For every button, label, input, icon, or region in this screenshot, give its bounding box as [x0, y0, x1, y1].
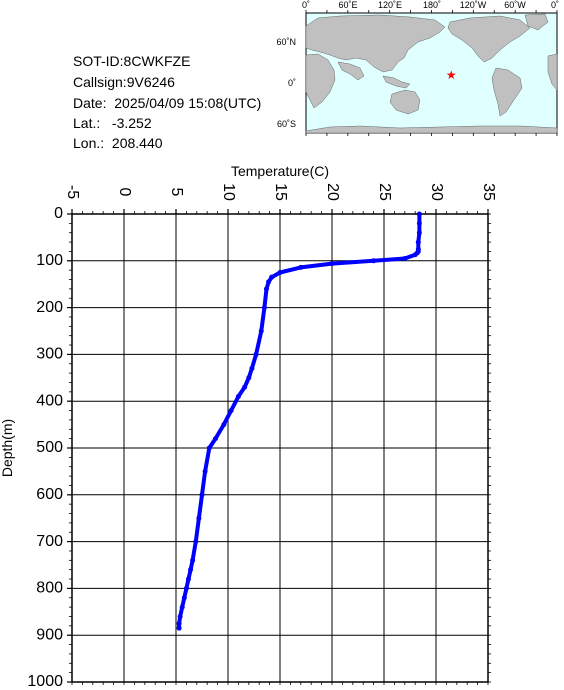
land-africa: [305, 53, 336, 109]
y-tick-label: 400: [36, 392, 63, 409]
y-axis-title: Depth(m): [0, 419, 15, 477]
y-tick-label: 200: [36, 299, 63, 316]
profile-point: [228, 408, 234, 414]
profile-point: [235, 394, 241, 400]
profile-point: [177, 613, 183, 619]
profile-point: [221, 422, 227, 428]
y-tick-label: 800: [36, 580, 63, 597]
map-lon-label: 0˚: [551, 0, 559, 10]
land-africa-east: [547, 53, 558, 91]
map-lon-label: 120˚W: [460, 0, 487, 10]
map-lat-label: 60˚N: [276, 37, 296, 47]
land-indonesia: [382, 75, 411, 89]
x-tick-label: 30: [428, 183, 445, 201]
profile-point: [199, 492, 205, 498]
y-tick-label: 700: [36, 533, 63, 550]
profile-line: [177, 212, 422, 631]
x-tick-label: 5: [168, 188, 185, 197]
location-star-marker: ★: [446, 68, 457, 82]
date-label: Date: 2025/04/09 15:08(UTC): [73, 95, 262, 111]
profile-point: [176, 625, 182, 631]
latitude-label: Lat.: -3.252: [73, 115, 152, 131]
map-lon-label: 60˚W: [504, 0, 526, 10]
profile-point: [269, 274, 275, 280]
profile-point: [266, 279, 272, 285]
x-axis-ticks: -5 0 5 10 15 20 25 30 35: [64, 183, 497, 685]
y-tick-label: 900: [36, 626, 63, 643]
x-tick-label: 0: [116, 188, 133, 197]
profile-point: [415, 239, 421, 245]
temperature-profile: [176, 211, 422, 631]
map-lat-label: 0˚: [288, 78, 296, 88]
land-north-america: [447, 15, 531, 63]
x-tick-label: 15: [272, 183, 289, 201]
land-eurasia: [305, 14, 446, 73]
profile-point: [190, 557, 196, 563]
world-map: 0˚ 60˚E 120˚E 180˚ 120˚W 60˚W 0˚ 60˚N 0˚…: [276, 0, 559, 136]
map-lat-label: 60˚S: [277, 119, 296, 129]
profile-point: [412, 252, 418, 258]
profile-point: [416, 211, 422, 217]
sot-id-label: SOT-ID:8CWKFZE: [73, 53, 191, 69]
map-lon-label: 120˚E: [378, 0, 402, 10]
x-tick-label: -5: [64, 185, 81, 199]
y-tick-label: 1000: [27, 673, 63, 690]
profile-point: [263, 286, 269, 292]
callsign-label: Callsign:9V6246: [73, 74, 175, 90]
profile-point: [277, 270, 283, 275]
profile-point: [329, 261, 335, 267]
y-tick-label: 0: [54, 205, 63, 222]
map-lon-label: 60˚E: [338, 0, 357, 10]
longitude-label: Lon.: 208.440: [73, 135, 163, 151]
profile-point: [246, 375, 252, 381]
y-tick-label: 500: [36, 439, 63, 456]
profile-point: [176, 621, 182, 626]
profile-point: [183, 585, 189, 591]
profile-point: [402, 255, 408, 261]
profile-point: [249, 365, 255, 371]
land-australia: [389, 89, 421, 115]
profile-point: [202, 468, 208, 474]
profile-point: [193, 539, 199, 545]
land-antarctica: [305, 125, 558, 134]
land-south-asia: [337, 61, 365, 81]
y-axis-ticks: 0 100 200 300 400 500 600 700 800 900 1000: [27, 205, 491, 690]
map-tick-marks: [305, 10, 558, 136]
profile-point: [213, 436, 219, 442]
profile-point: [261, 305, 267, 311]
x-axis-title: Temperature(C): [231, 163, 329, 179]
profile-point: [185, 576, 191, 582]
profile-point: [258, 328, 264, 334]
profile-point: [371, 258, 377, 264]
map-lon-label: 180˚: [423, 0, 441, 10]
profile-point: [181, 595, 187, 601]
profile-point: [179, 604, 185, 610]
y-tick-label: 600: [36, 486, 63, 503]
x-tick-label: 35: [480, 183, 497, 201]
x-tick-label: 20: [324, 183, 341, 201]
map-land: [305, 13, 558, 134]
map-lon-label: 0˚: [302, 0, 310, 10]
chart-grid: [71, 213, 489, 683]
y-tick-label: 100: [36, 252, 63, 269]
land-south-america: [491, 67, 523, 117]
profile-point: [416, 230, 422, 236]
land-greenland: [524, 13, 549, 31]
profile-point: [188, 567, 194, 573]
profile-point: [416, 220, 422, 226]
x-tick-label: 25: [376, 183, 393, 201]
profile-point: [298, 264, 304, 270]
x-tick-label: 10: [220, 183, 237, 201]
profile-point: [206, 445, 212, 451]
profile-point: [196, 515, 202, 521]
profile-point: [242, 384, 248, 390]
profile-point: [253, 351, 259, 357]
y-tick-label: 300: [36, 346, 63, 363]
